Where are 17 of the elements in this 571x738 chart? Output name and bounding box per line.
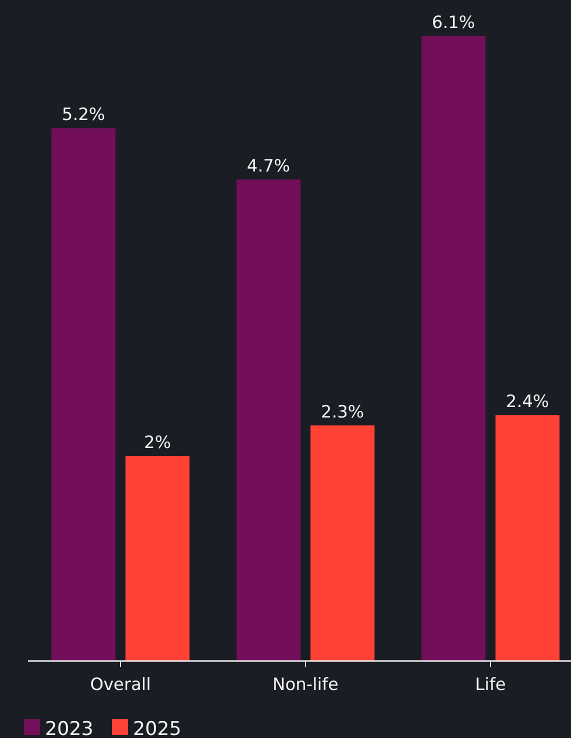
bar: [310, 425, 374, 661]
x-tick-label: Non-life: [272, 675, 338, 695]
x-tick-label: Overall: [90, 675, 151, 695]
bar: [496, 415, 560, 661]
legend-label: 2023: [45, 718, 94, 738]
legend-label: 2025: [133, 718, 182, 738]
data-label: 2.3%: [320, 402, 364, 422]
data-label: 6.1%: [432, 13, 476, 33]
data-label: 2%: [144, 433, 171, 454]
bar: [236, 179, 300, 661]
x-tick-label: Life: [475, 675, 506, 695]
data-label: 5.2%: [62, 105, 106, 126]
data-label: 4.7%: [246, 156, 290, 176]
bar: [52, 128, 116, 661]
bar: [422, 36, 486, 661]
data-label: 2.4%: [506, 392, 550, 412]
bar: [126, 456, 190, 661]
